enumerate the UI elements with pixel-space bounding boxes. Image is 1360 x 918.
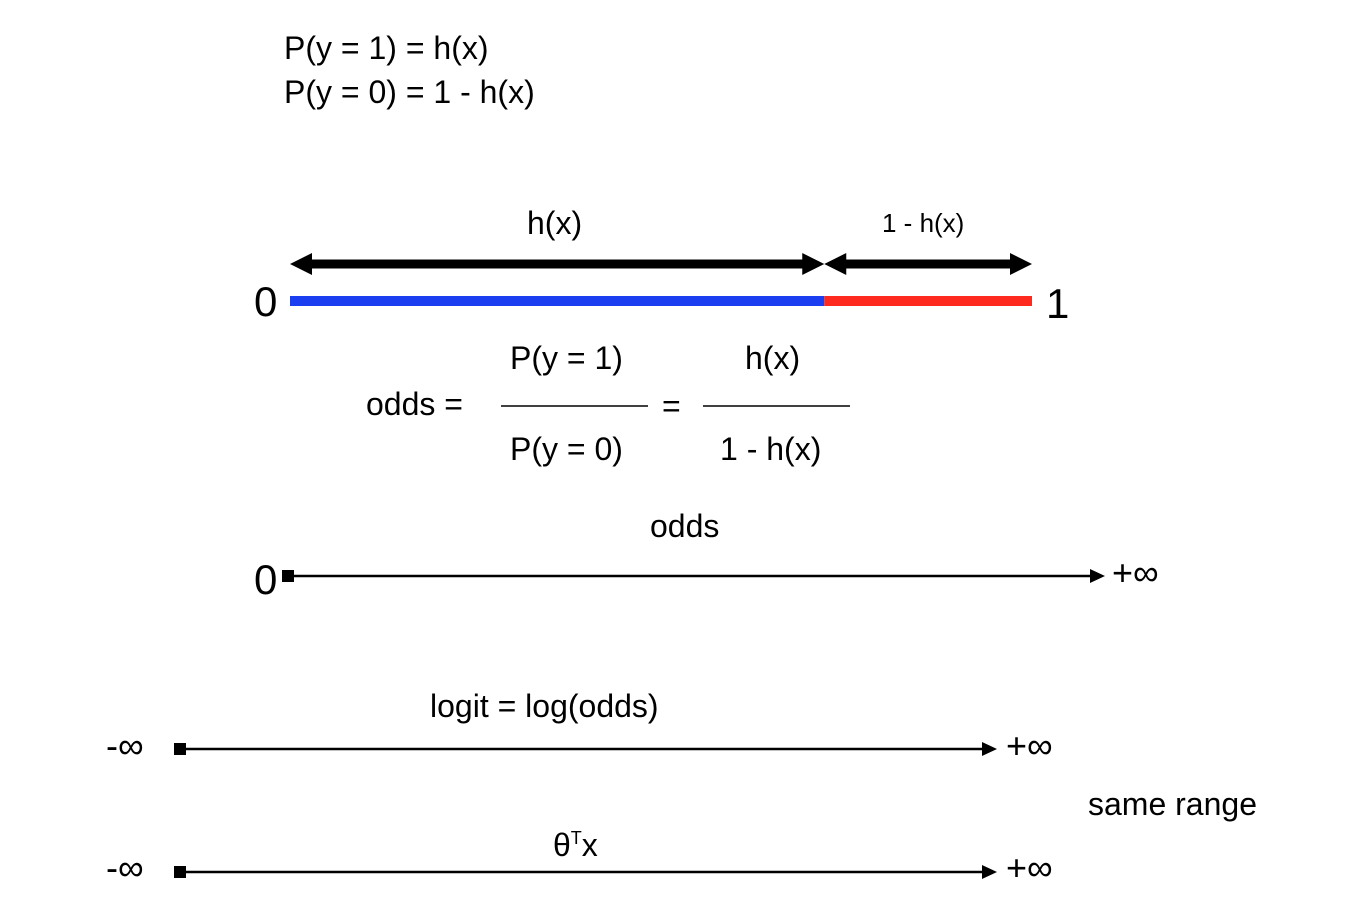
one-minus-hx-probability-segment	[824, 296, 1032, 306]
hx-segment-label: h(x)	[527, 205, 583, 241]
theta-x-label: θTx	[553, 829, 598, 861]
prob-bar-zero-label: 0	[254, 278, 278, 325]
odds-lhs: odds =	[366, 386, 463, 422]
theta-number-line	[174, 865, 997, 879]
prob-y1-equation: P(y = 1) = h(x)	[284, 30, 489, 66]
hx-probability-segment	[290, 296, 825, 306]
odds-number-line	[282, 569, 1105, 583]
transpose-superscript: T	[570, 828, 582, 848]
logit-line-label: logit = log(odds)	[430, 688, 659, 724]
logit-line-plus-infinity: +∞	[1006, 725, 1053, 766]
theta-line-minus-infinity: -∞	[106, 847, 144, 888]
odds-line-plus-infinity: +∞	[1112, 552, 1159, 593]
same-range-note: same range	[1088, 786, 1257, 822]
odds-line-start-marker	[282, 570, 294, 582]
odds-line-label: odds	[650, 508, 720, 544]
theta-line-arrowhead	[982, 865, 997, 879]
odds-denominator-h: 1 - h(x)	[720, 431, 822, 467]
odds-line-arrowhead	[1090, 569, 1105, 583]
one-minus-hx-segment-label: 1 - h(x)	[882, 208, 965, 238]
hx-double-arrow	[290, 253, 825, 275]
odds-numerator-prob: P(y = 1)	[510, 340, 623, 376]
odds-denominator-prob: P(y = 0)	[510, 431, 623, 467]
logit-line-minus-infinity: -∞	[106, 725, 144, 766]
theta-line-start-marker	[174, 866, 186, 878]
odds-middle-equals: =	[662, 388, 681, 424]
logit-line-arrowhead	[982, 742, 997, 756]
odds-numerator-h: h(x)	[745, 340, 801, 376]
prob-y0-equation: P(y = 0) = 1 - h(x)	[284, 74, 535, 110]
theta-symbol: θ	[553, 827, 571, 863]
one-minus-hx-double-arrow	[824, 253, 1032, 275]
odds-line-zero: 0	[254, 556, 278, 603]
theta-line-plus-infinity: +∞	[1006, 847, 1053, 888]
logit-number-line	[174, 742, 997, 756]
prob-bar-one-label: 1	[1046, 280, 1070, 327]
logit-line-start-marker	[174, 743, 186, 755]
x-variable: x	[581, 827, 598, 863]
